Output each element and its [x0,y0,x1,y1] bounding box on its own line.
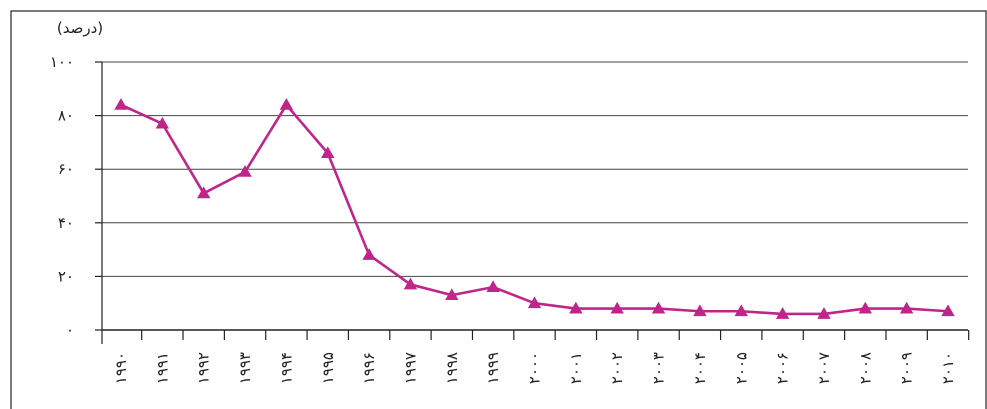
y-tick-label: ۸۰ [58,107,74,125]
data-point [445,288,459,301]
x-tick-label: ۱۹۹۱ [153,352,171,384]
x-axis: ۱۹۹۰ ۱۹۹۱ ۱۹۹۲ ۱۹۹۳ ۱۹۹۴ ۱۹۹۵ ۱۹۹۶ ۱۹۹۷ ۱۹۹۸ ۱۹۹۹… [102,329,970,384]
data-point [486,280,500,293]
x-tick-label: ۲۰۰۹ [898,352,916,384]
x-tick-label: ۱۹۹۴ [277,352,295,384]
data-point [610,301,624,314]
data-point [321,146,335,159]
series [114,98,955,319]
x-tick-label: ۲۰۰۷ [815,352,833,384]
y-tick-label: ۰ [66,321,74,339]
data-point [817,307,831,319]
x-tick-label: ۱۹۹۹ [484,352,502,384]
x-tick-label: ۲۰۰۲ [608,352,626,384]
data-point [527,296,542,309]
chart-border [10,10,987,409]
x-tick-label: ۲۰۰۴ [691,352,709,384]
x-tick-label: ۱۹۹۳ [236,352,254,384]
y-tick-label: ۴۰ [58,214,74,232]
data-point [569,301,583,314]
y-tick-label: ۶۰ [58,160,74,178]
x-tick-label: ۲۰۰۵ [732,352,750,384]
y-axis-label: (درصد) [57,19,103,37]
data-point [362,248,376,260]
data-point [693,304,707,317]
data-point [858,301,872,314]
x-tick-label: ۲۰۰۱ [567,352,585,384]
x-tick-label: ۲۰۰۰ [526,352,544,384]
x-tick-label: ۲۰۰۸ [856,352,874,384]
data-point [155,116,170,129]
y-tick-label: ۱۰۰ [50,53,74,71]
series-line [120,103,949,316]
data-point [899,301,914,314]
x-tick-label: ۱۹۹۶ [360,352,378,384]
x-tick-label: ۱۹۹۸ [443,352,461,384]
x-tick-label: ۲۰۰۶ [774,352,792,384]
x-tick-label: ۱۹۹۷ [401,352,419,384]
y-tick-label: ۲۰ [58,267,74,285]
x-tick-label: ۲۰۰۳ [650,352,668,384]
x-tick-label: ۱۹۹۲ [195,352,213,384]
grid-lines [102,61,968,277]
y-axis: ۰ ۲۰ ۴۰ ۶۰ ۸۰ ۱۰۰ [50,53,103,344]
data-point [279,98,294,110]
data-point [734,304,748,317]
data-point [114,98,128,110]
x-tick-label: ۱۹۹۰ [112,352,130,384]
x-tick-label: ۲۰۱۰ [939,352,957,384]
x-tick-label: ۱۹۹۵ [319,352,337,384]
data-point [238,165,252,177]
data-point [941,304,955,317]
data-point [197,186,211,199]
data-point [403,277,418,290]
data-point [651,301,666,314]
data-point [775,307,790,319]
